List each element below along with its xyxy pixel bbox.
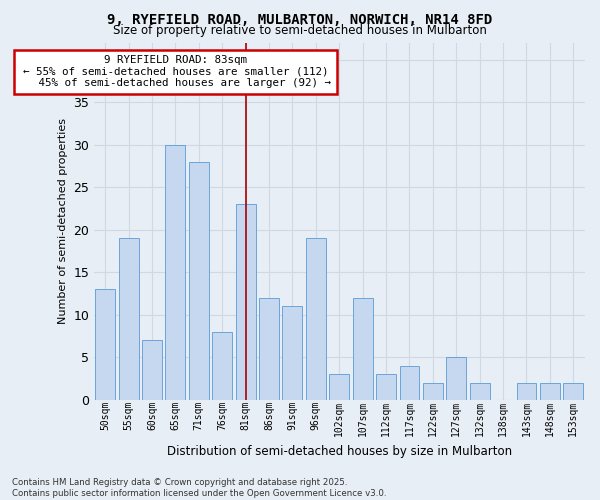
Bar [517, 382, 536, 400]
X-axis label: Distribution of semi-detached houses by size in Mulbarton: Distribution of semi-detached houses by … [167, 444, 512, 458]
Bar [212, 332, 232, 400]
Bar [376, 374, 396, 400]
Bar [423, 382, 443, 400]
Bar [95, 289, 115, 400]
Bar [142, 340, 162, 400]
Bar [563, 382, 583, 400]
Bar [446, 357, 466, 400]
Text: Contains HM Land Registry data © Crown copyright and database right 2025.
Contai: Contains HM Land Registry data © Crown c… [12, 478, 386, 498]
Bar [470, 382, 490, 400]
Bar [540, 382, 560, 400]
Bar [353, 298, 373, 400]
Bar [306, 238, 326, 400]
Bar [259, 298, 279, 400]
Bar [189, 162, 209, 400]
Text: 9, RYEFIELD ROAD, MULBARTON, NORWICH, NR14 8FD: 9, RYEFIELD ROAD, MULBARTON, NORWICH, NR… [107, 12, 493, 26]
Bar [329, 374, 349, 400]
Bar [119, 238, 139, 400]
Text: 9 RYEFIELD ROAD: 83sqm
← 55% of semi-detached houses are smaller (112)
   45% of: 9 RYEFIELD ROAD: 83sqm ← 55% of semi-det… [19, 56, 331, 88]
Bar [283, 306, 302, 400]
Y-axis label: Number of semi-detached properties: Number of semi-detached properties [58, 118, 68, 324]
Bar [166, 144, 185, 400]
Text: Size of property relative to semi-detached houses in Mulbarton: Size of property relative to semi-detach… [113, 24, 487, 37]
Bar [236, 204, 256, 400]
Bar [400, 366, 419, 400]
